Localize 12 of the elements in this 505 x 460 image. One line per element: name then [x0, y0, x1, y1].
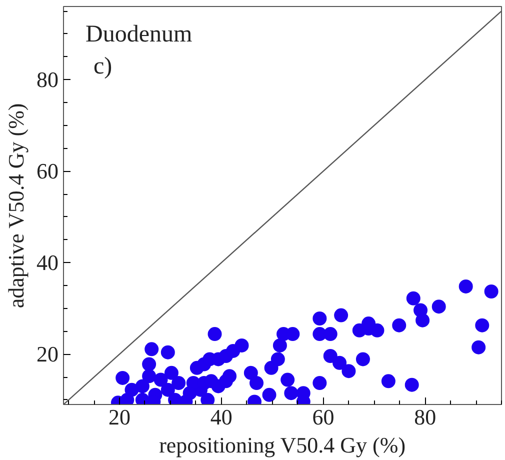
annotation: c) [94, 54, 112, 80]
x-tick-label: 60 [312, 404, 334, 430]
y-tick-label: 40 [36, 250, 58, 276]
x-tick-label: 20 [108, 404, 131, 430]
x-axis-title: repositioning V50.4 Gy (%) [159, 432, 406, 458]
y-tick-label: 60 [36, 158, 58, 184]
y-axis-title: adaptive V50.4 Gy (%) [4, 103, 28, 308]
x-tick-label: 80 [414, 404, 436, 430]
y-tick-label: 80 [36, 67, 58, 92]
annotation: Duodenum [86, 22, 192, 48]
x-tick-label: 40 [210, 404, 232, 430]
y-tick-label: 20 [36, 342, 58, 367]
